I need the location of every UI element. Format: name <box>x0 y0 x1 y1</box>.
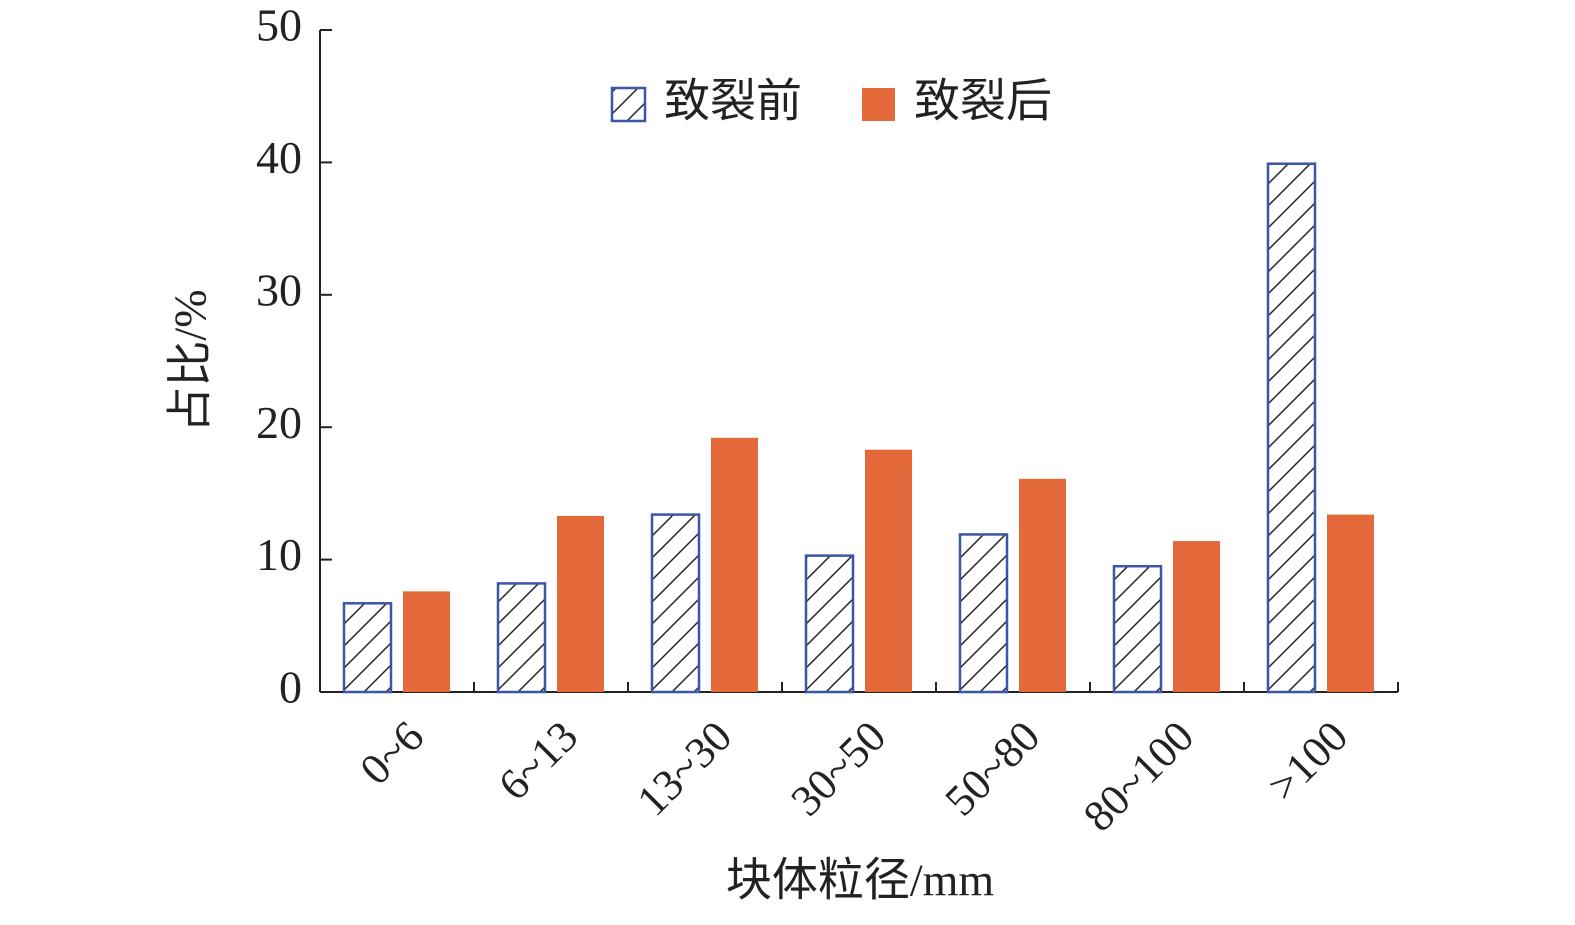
bar <box>1112 564 1163 694</box>
bar <box>1327 514 1374 692</box>
x-axis-label: 块体粒径/mm <box>726 855 995 906</box>
bar <box>496 582 547 694</box>
y-tick-label: 50 <box>256 0 302 51</box>
bar <box>650 513 701 694</box>
y-tick-label: 0 <box>279 662 302 713</box>
x-tick-label: 30~50 <box>781 712 895 826</box>
y-tick-label: 30 <box>256 264 302 315</box>
legend-label: 致裂后 <box>914 76 1052 127</box>
bar <box>865 449 912 692</box>
bar <box>804 554 855 694</box>
y-tick-label: 40 <box>256 132 302 183</box>
bar <box>1266 162 1317 694</box>
x-tick-label: 13~30 <box>627 712 741 826</box>
x-tick-label: 6~13 <box>489 712 587 810</box>
y-tick-label: 10 <box>256 529 302 580</box>
x-tick-label: 80~100 <box>1074 712 1203 841</box>
x-tick-label: 0~6 <box>351 712 434 795</box>
bar <box>711 437 758 692</box>
x-tick-label: 50~80 <box>935 712 1049 826</box>
bar <box>342 602 393 694</box>
legend-swatch <box>862 88 895 121</box>
y-axis-label: 占比/% <box>165 289 216 432</box>
y-tick-label: 20 <box>256 397 302 448</box>
bar <box>403 591 450 692</box>
bar <box>1019 478 1066 692</box>
legend-swatch <box>610 86 647 123</box>
legend-label: 致裂前 <box>664 76 802 127</box>
bar <box>958 533 1009 694</box>
bar <box>1173 541 1220 692</box>
bar <box>557 515 604 692</box>
x-tick-label: >100 <box>1258 712 1357 811</box>
